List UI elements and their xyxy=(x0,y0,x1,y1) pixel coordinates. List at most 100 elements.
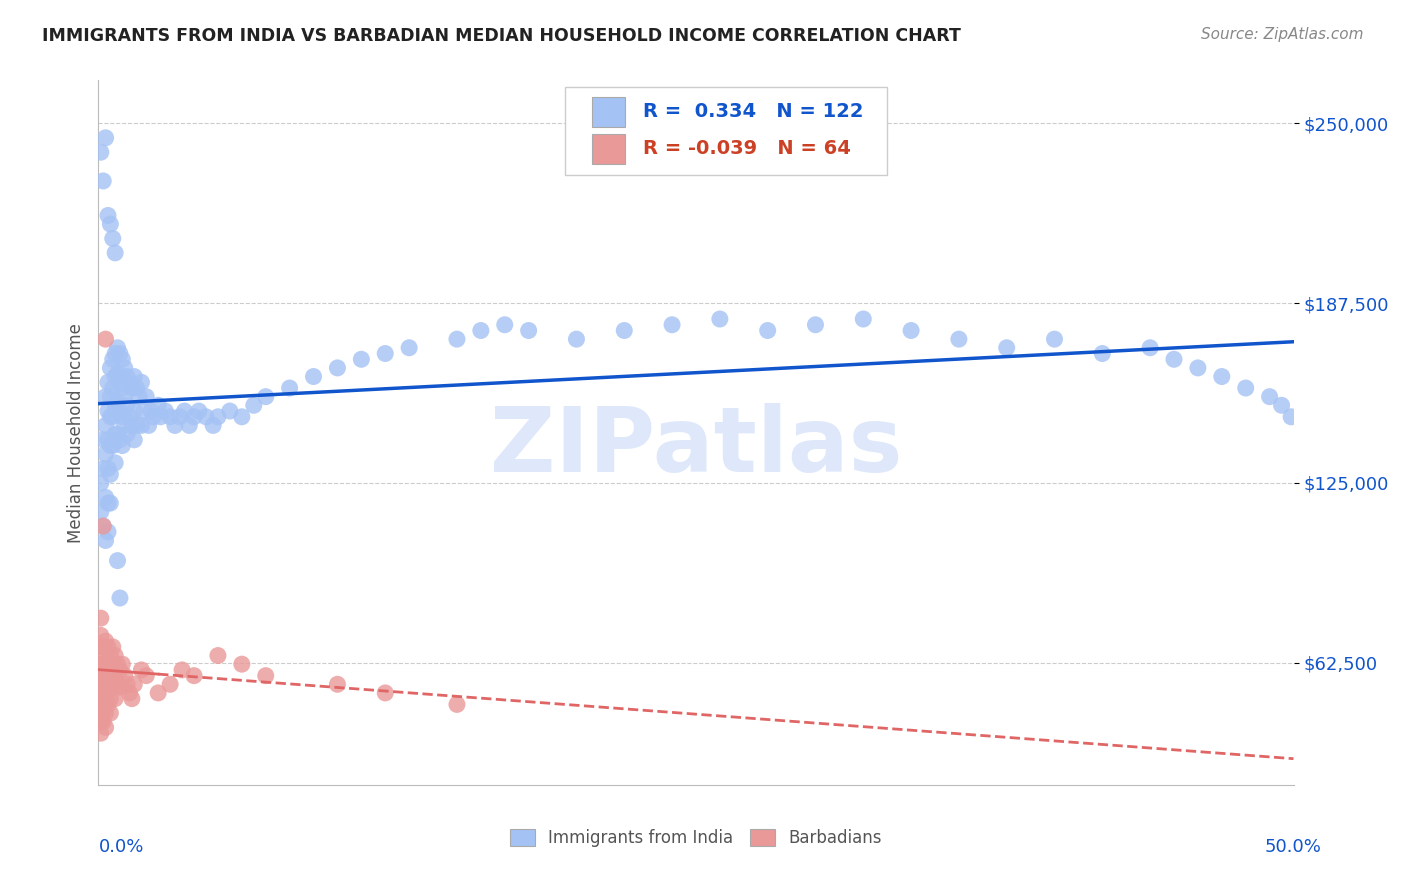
Point xyxy=(900,324,922,338)
Point xyxy=(94,634,117,648)
Point xyxy=(90,640,112,654)
Point xyxy=(183,409,205,424)
Point xyxy=(187,404,209,418)
Point xyxy=(398,341,420,355)
Point xyxy=(1211,369,1233,384)
Text: R =  0.334   N = 122: R = 0.334 N = 122 xyxy=(644,103,863,121)
Point xyxy=(115,369,138,384)
Point xyxy=(107,657,129,672)
Point xyxy=(326,360,349,375)
Point xyxy=(101,381,124,395)
Point xyxy=(101,409,124,424)
Point xyxy=(350,352,373,367)
Point xyxy=(107,367,129,381)
Point xyxy=(98,496,122,510)
Point xyxy=(1271,398,1294,412)
Point xyxy=(446,332,468,346)
Point xyxy=(94,533,117,548)
Point xyxy=(207,648,229,663)
Point xyxy=(91,703,114,717)
Point xyxy=(94,447,117,461)
Text: 0.0%: 0.0% xyxy=(98,838,143,856)
Point xyxy=(90,628,112,642)
Point xyxy=(124,404,146,418)
Point xyxy=(98,360,122,375)
Point xyxy=(91,174,114,188)
Point xyxy=(94,663,117,677)
Point xyxy=(132,404,155,418)
Point xyxy=(128,390,150,404)
Point xyxy=(1043,332,1066,346)
Point xyxy=(195,409,218,424)
Point xyxy=(183,668,205,682)
Point xyxy=(97,496,120,510)
Point xyxy=(139,404,162,418)
Point xyxy=(91,668,114,682)
Point xyxy=(852,312,875,326)
Point xyxy=(97,683,120,698)
Point xyxy=(90,611,112,625)
Point xyxy=(91,519,114,533)
Point xyxy=(108,433,131,447)
Point xyxy=(114,668,136,682)
Point xyxy=(124,369,146,384)
Point xyxy=(115,677,138,691)
Point xyxy=(97,654,120,668)
Point xyxy=(278,381,301,395)
Point xyxy=(107,680,129,694)
Point xyxy=(97,668,120,682)
Point xyxy=(114,390,136,404)
Y-axis label: Median Household Income: Median Household Income xyxy=(66,323,84,542)
Point xyxy=(97,404,120,418)
Point xyxy=(709,312,731,326)
Point xyxy=(302,369,325,384)
Point xyxy=(101,352,124,367)
Point xyxy=(995,341,1018,355)
Point xyxy=(98,648,122,663)
Point xyxy=(90,726,112,740)
Point xyxy=(115,427,138,442)
Point xyxy=(202,418,225,433)
Point xyxy=(470,324,492,338)
Point xyxy=(254,390,277,404)
Point xyxy=(98,691,122,706)
Point xyxy=(101,657,124,672)
Point xyxy=(94,706,117,720)
Point xyxy=(91,640,114,654)
Point xyxy=(142,409,165,424)
FancyBboxPatch shape xyxy=(592,134,626,164)
Point xyxy=(97,461,120,475)
Point xyxy=(98,677,122,691)
Point xyxy=(91,714,114,729)
Point xyxy=(97,640,120,654)
Point xyxy=(107,427,129,442)
Point xyxy=(243,398,266,412)
Point xyxy=(138,418,160,433)
Point xyxy=(90,657,112,672)
FancyBboxPatch shape xyxy=(592,97,626,127)
Point xyxy=(91,461,114,475)
Point xyxy=(90,680,112,694)
Point xyxy=(1234,381,1257,395)
Point xyxy=(107,553,129,567)
Point xyxy=(98,390,122,404)
Point xyxy=(565,332,588,346)
Point xyxy=(108,591,131,605)
Point xyxy=(101,640,124,654)
Text: 50.0%: 50.0% xyxy=(1265,838,1322,856)
Point xyxy=(104,369,127,384)
FancyBboxPatch shape xyxy=(565,87,887,176)
Point xyxy=(90,475,112,490)
Point xyxy=(254,668,277,682)
Point xyxy=(94,491,117,505)
Point xyxy=(1187,360,1209,375)
Point xyxy=(804,318,827,332)
Text: Source: ZipAtlas.com: Source: ZipAtlas.com xyxy=(1201,27,1364,42)
Point xyxy=(90,691,112,706)
Point xyxy=(1279,409,1302,424)
Point xyxy=(94,721,117,735)
Point xyxy=(231,657,253,672)
Point xyxy=(111,409,134,424)
Legend: Immigrants from India, Barbadians: Immigrants from India, Barbadians xyxy=(510,829,882,847)
Point xyxy=(98,217,122,231)
